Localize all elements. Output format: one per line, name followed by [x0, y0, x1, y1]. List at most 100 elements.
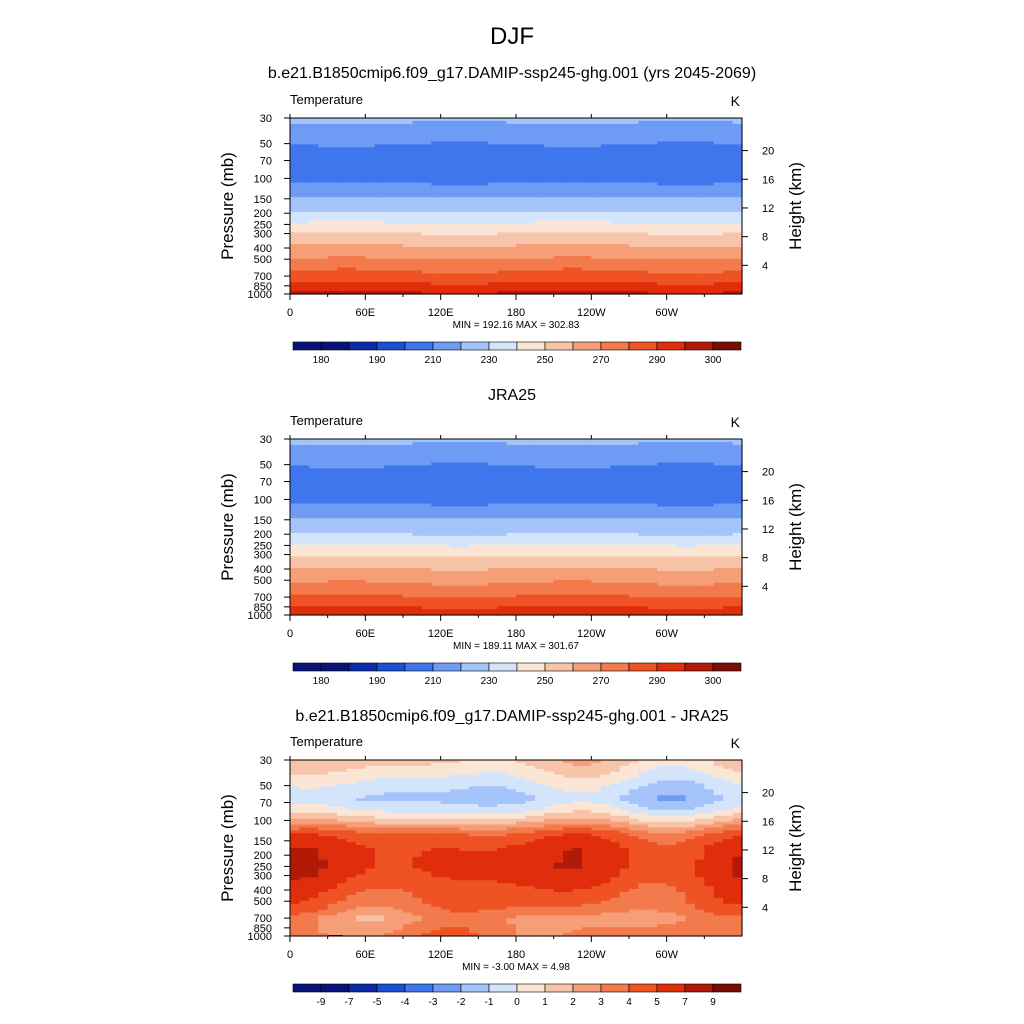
- contour-cell: [412, 547, 423, 552]
- contour-cell: [459, 453, 470, 458]
- contour-cell: [713, 129, 724, 134]
- contour-cell: [676, 191, 687, 195]
- contour-cell: [647, 553, 658, 557]
- contour-cell: [525, 444, 536, 449]
- contour-cell: [600, 135, 611, 140]
- contour-cell: [337, 167, 348, 172]
- contour-cell: [600, 538, 611, 543]
- contour-cell: [732, 524, 743, 528]
- contour-cell: [308, 515, 319, 519]
- contour-cell: [308, 156, 319, 160]
- contour-cell: [704, 118, 715, 122]
- contour-cell: [685, 188, 696, 192]
- contour-cell: [647, 191, 658, 195]
- contour-cell: [610, 170, 621, 175]
- contour-cell: [365, 229, 376, 233]
- contour-cell: [440, 258, 451, 263]
- contour-cell: [431, 447, 442, 452]
- contour-cell: [412, 521, 423, 525]
- contour-cell: [412, 179, 423, 184]
- contour-cell: [450, 465, 461, 469]
- contour-cell: [666, 203, 677, 207]
- contour-cell: [525, 291, 536, 295]
- contour-cell: [403, 503, 414, 508]
- contour-cell: [290, 185, 301, 189]
- contour-cell: [384, 483, 395, 487]
- contour-cell: [516, 123, 527, 128]
- contour-cell: [337, 288, 348, 292]
- contour-cell: [694, 553, 705, 557]
- contour-cell: [732, 488, 743, 493]
- contour-cell: [374, 488, 385, 493]
- contour-cell: [516, 129, 527, 134]
- contour-cell: [393, 270, 404, 275]
- contour-cell: [666, 250, 677, 254]
- contour-cell: [299, 182, 310, 187]
- contour-cell: [534, 270, 545, 275]
- contour-cell: [468, 123, 479, 128]
- contour-cell: [534, 188, 545, 192]
- contour-cell: [723, 488, 734, 493]
- contour-cell: [563, 456, 574, 461]
- contour-cell: [629, 439, 640, 443]
- contour-cell: [694, 276, 705, 280]
- contour-cell: [327, 497, 338, 502]
- contour-cell: [478, 191, 489, 195]
- contour-cell: [553, 185, 564, 189]
- contour-cell: [713, 439, 724, 443]
- contour-cell: [619, 488, 630, 493]
- contour-cell: [355, 150, 366, 154]
- contour-cell: [468, 255, 479, 260]
- contour-cell: [299, 197, 310, 201]
- contour-cell: [403, 203, 414, 207]
- contour-cell: [355, 282, 366, 286]
- contour-cell: [610, 553, 621, 557]
- contour-cell: [355, 444, 366, 449]
- contour-cell: [468, 521, 479, 525]
- contour-cell: [346, 188, 357, 192]
- contour-cell: [544, 194, 555, 198]
- contour-cell: [468, 241, 479, 245]
- contour-cell: [506, 232, 517, 236]
- contour-cell: [365, 147, 376, 151]
- contour-cell: [525, 483, 536, 487]
- contour-cell: [506, 211, 517, 216]
- contour-cell: [506, 147, 517, 151]
- contour-cell: [676, 488, 687, 493]
- contour-cell: [516, 241, 527, 245]
- contour-cell: [591, 235, 602, 239]
- contour-cell: [497, 194, 508, 198]
- contour-cell: [478, 252, 489, 257]
- contour-cell: [516, 538, 527, 543]
- contour-cell: [553, 488, 564, 493]
- contour-cell: [544, 250, 555, 254]
- contour-cell: [732, 556, 743, 560]
- contour-cell: [553, 288, 564, 292]
- contour-cell: [327, 220, 338, 225]
- contour-cell: [478, 273, 489, 277]
- contour-cell: [610, 223, 621, 228]
- contour-cell: [497, 450, 508, 455]
- contour-cell: [713, 491, 724, 496]
- contour-cell: [629, 176, 640, 181]
- contour-cell: [299, 132, 310, 137]
- contour-cell: [572, 255, 583, 260]
- contour-cell: [666, 235, 677, 239]
- contour-cell: [384, 485, 395, 490]
- contour-cell: [544, 229, 555, 233]
- contour-cell: [468, 456, 479, 461]
- contour-cell: [685, 123, 696, 128]
- contour-cell: [412, 135, 423, 140]
- contour-cell: [638, 480, 649, 484]
- contour-cell: [694, 159, 705, 163]
- contour-cell: [629, 232, 640, 236]
- contour-cell: [619, 188, 630, 192]
- contour-cell: [629, 164, 640, 169]
- contour-cell: [459, 238, 470, 242]
- contour-cell: [581, 255, 592, 260]
- contour-cell: [534, 480, 545, 484]
- contour-cell: [337, 471, 348, 475]
- contour-cell: [487, 144, 498, 148]
- contour-cell: [337, 264, 348, 269]
- contour-cell: [487, 503, 498, 508]
